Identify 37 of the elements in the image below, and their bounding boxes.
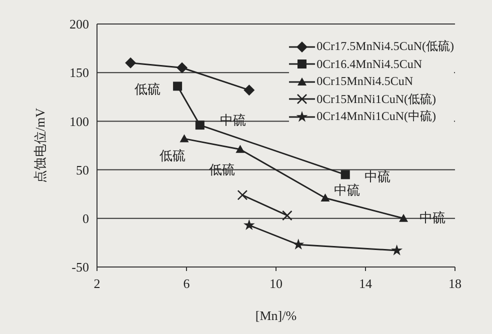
point bbox=[195, 120, 204, 130]
annotation: 中硫 bbox=[364, 169, 390, 184]
y-tick-label: 50 bbox=[76, 162, 89, 178]
annotation: 中硫 bbox=[334, 182, 360, 198]
x-tick-label: 6 bbox=[183, 276, 190, 292]
y-tick-label: 0 bbox=[82, 211, 89, 226]
legend-label: 0Cr15MnNi4.5CuN bbox=[316, 73, 413, 90]
point bbox=[173, 82, 182, 91]
point bbox=[391, 244, 403, 256]
point bbox=[340, 170, 350, 180]
point bbox=[237, 190, 248, 200]
point bbox=[180, 134, 189, 142]
point bbox=[320, 193, 330, 202]
point bbox=[176, 62, 188, 74]
legend-label: 0Cr16.4MnNi4.5CuN bbox=[316, 56, 422, 72]
x-tick-label: 18 bbox=[448, 276, 462, 292]
point bbox=[292, 238, 304, 250]
y-tick-label: -50 bbox=[72, 260, 89, 275]
y-tick-label: 100 bbox=[70, 114, 89, 129]
point bbox=[244, 84, 255, 96]
x-axis-title: [Mn]/% bbox=[255, 308, 297, 323]
point bbox=[243, 219, 255, 230]
point bbox=[399, 214, 408, 222]
y-axis-title: 点蚀电位/mV bbox=[32, 107, 48, 184]
legend-label: 0Cr15MnNi1CuN(低硫) bbox=[316, 90, 436, 108]
x-tick-label: 2 bbox=[94, 276, 100, 292]
legend-label: 0Cr14MnNi1CuN(中硫) bbox=[316, 108, 436, 125]
point bbox=[282, 210, 292, 221]
x-tick-label: 10 bbox=[270, 276, 282, 292]
point bbox=[125, 57, 136, 68]
annotation: 低硫 bbox=[134, 82, 161, 97]
y-tick-label: 150 bbox=[70, 65, 89, 80]
x-tick-label: 14 bbox=[359, 276, 372, 292]
legend-label: 0Cr17.5MnNi4.5CuN(低硫) bbox=[316, 38, 454, 55]
point bbox=[236, 144, 245, 153]
y-tick-label: 200 bbox=[70, 16, 89, 32]
annotation: 低硫 bbox=[159, 148, 186, 164]
